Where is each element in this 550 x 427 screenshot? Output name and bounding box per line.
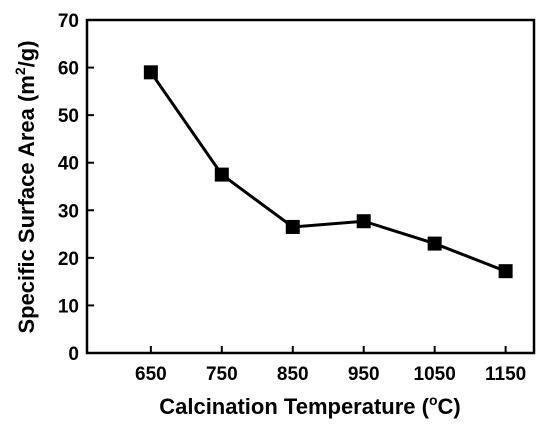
x-axis-title-main: Calcination Temperature ( bbox=[159, 394, 429, 419]
y-axis-title-sup: 2 bbox=[12, 67, 28, 75]
data-point bbox=[285, 219, 300, 234]
data-point bbox=[498, 264, 513, 279]
data-point bbox=[214, 167, 229, 182]
x-axis-title-sup: o bbox=[429, 392, 438, 408]
x-axis-title-end: C) bbox=[438, 394, 461, 419]
x-tick-label: 850 bbox=[277, 364, 309, 385]
data-point bbox=[427, 236, 442, 251]
y-tick-label: 10 bbox=[58, 296, 79, 317]
x-tick-label: 1150 bbox=[485, 364, 526, 385]
y-tick-label: 30 bbox=[58, 201, 79, 222]
series-line bbox=[149, 71, 507, 273]
y-tick-label: 20 bbox=[58, 249, 79, 270]
y-tick-label: 50 bbox=[58, 106, 79, 127]
x-tick-label: 950 bbox=[348, 364, 380, 385]
y-tick-label: 70 bbox=[58, 11, 79, 32]
y-axis-title: Specific Surface Area (m2/g) bbox=[12, 40, 39, 333]
y-tick-label: 0 bbox=[68, 344, 79, 365]
y-tick-label: 40 bbox=[58, 154, 79, 175]
data-point bbox=[143, 65, 158, 80]
x-axis: 650 750 850 950 1050 1150 bbox=[135, 346, 526, 385]
y-tick-label: 60 bbox=[58, 59, 79, 80]
y-axis-title-end: /g) bbox=[14, 40, 39, 67]
x-tick-label: 1050 bbox=[414, 364, 456, 385]
y-axis: 0 10 20 30 40 50 60 70 bbox=[58, 11, 94, 365]
plot-frame bbox=[85, 18, 536, 355]
x-tick-label: 650 bbox=[135, 364, 167, 385]
x-axis-title: Calcination Temperature (oC) bbox=[159, 392, 461, 419]
data-point bbox=[356, 214, 371, 229]
series-markers bbox=[143, 65, 513, 279]
y-axis-title-main: Specific Surface Area (m bbox=[14, 75, 39, 333]
x-tick-label: 750 bbox=[206, 364, 238, 385]
